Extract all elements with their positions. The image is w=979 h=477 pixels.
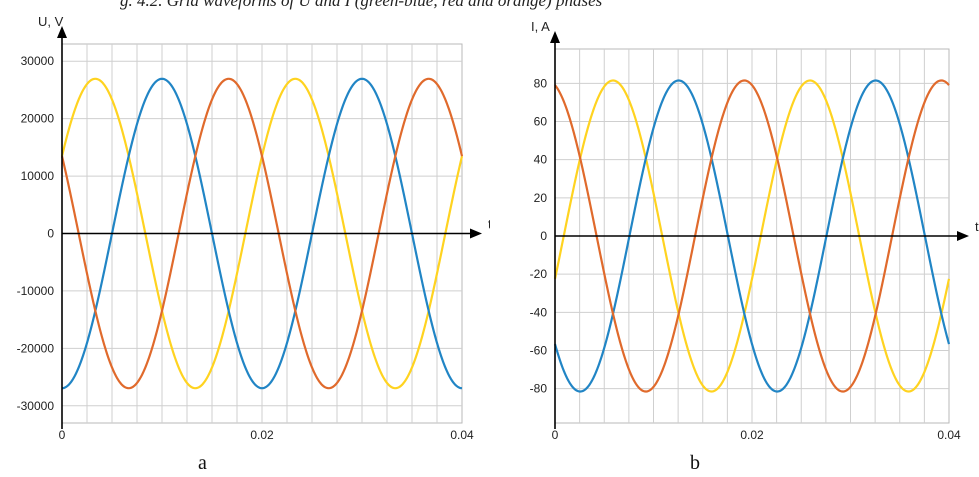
y-tick-label: -20000	[17, 341, 55, 355]
y-tick-label: 60	[534, 115, 548, 129]
panel-letter-a: a	[198, 452, 207, 474]
x-tick-label: 0.02	[250, 428, 274, 442]
x-tick-label: 0.02	[740, 428, 764, 442]
y-tick-label: -10000	[17, 284, 55, 298]
x-axis-label: t, s	[975, 219, 979, 234]
y-axis-label: I, A	[531, 19, 550, 34]
series-line-3	[554, 79, 950, 393]
y-axis-arrow	[57, 26, 67, 38]
y-tick-label: 20	[534, 191, 548, 205]
y-tick-label: 0	[540, 229, 547, 243]
y-tick-label: 30000	[21, 54, 55, 68]
x-tick-label: 0	[552, 428, 559, 442]
y-tick-label: -60	[530, 343, 548, 357]
y-tick-label: -80	[530, 382, 548, 396]
x-axis-arrow	[470, 228, 482, 239]
x-tick-label: 0.04	[937, 428, 961, 442]
y-tick-label: 40	[534, 153, 548, 167]
x-axis-label: t, s	[488, 217, 490, 232]
y-axis-arrow	[550, 31, 560, 43]
voltage-chart: -30000 -20000 -10000 0 10000 20000 30000 0 0.02 0…	[17, 14, 490, 442]
series-line-3	[60, 77, 464, 390]
panel-letter-b: b	[690, 452, 700, 474]
y-tick-label: 80	[534, 76, 548, 90]
x-tick-label: 0	[59, 428, 66, 442]
x-tick-label: 0.04	[450, 428, 474, 442]
y-tick-label: 10000	[21, 169, 55, 183]
y-tick-label: -30000	[17, 399, 55, 413]
series-line-2	[553, 79, 951, 393]
x-axis-arrow	[957, 231, 969, 241]
y-tick-label: 20000	[21, 112, 55, 126]
y-tick-label: -20	[530, 267, 548, 281]
y-axis-label: U, V	[38, 14, 64, 29]
current-chart: -80 -60 -40 -20 0 20 40 60 80 0 0.02 0.04 I, A t, s	[530, 19, 979, 442]
figure-caption: g. 4.2. Grid waveforms of U and I (green…	[120, 0, 603, 10]
y-tick-label: -40	[530, 305, 548, 319]
series-line-1	[553, 79, 951, 393]
y-tick-label: 0	[47, 227, 54, 241]
